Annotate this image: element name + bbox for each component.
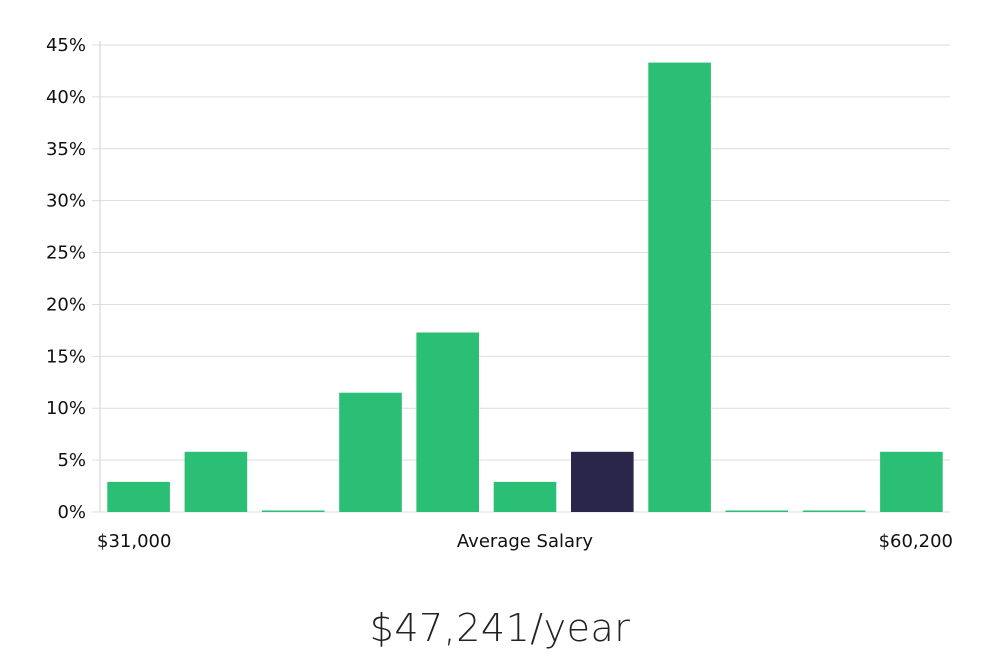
y-tick-label: 30% — [46, 191, 86, 212]
bar — [107, 481, 170, 512]
salary-distribution-chart: 0% 5% 10% 15% 20% 25% 30% 35% 40% 45% $31,000 Ave… — [46, 35, 953, 552]
bar — [880, 451, 943, 512]
bar — [184, 451, 248, 512]
y-tick-label: 15% — [46, 346, 86, 367]
y-tick-label: 40% — [46, 87, 86, 108]
bar — [648, 62, 711, 512]
y-tick-label: 35% — [46, 139, 86, 160]
x-axis-end-label: $60,200 — [879, 531, 953, 552]
y-tick-label: 0% — [57, 502, 86, 523]
bar-highlighted — [571, 451, 634, 512]
x-axis-title: Average Salary — [457, 531, 594, 552]
bar — [416, 332, 479, 512]
bar — [802, 510, 866, 512]
y-tick-label: 25% — [46, 243, 86, 264]
bar — [725, 510, 789, 512]
bars — [107, 62, 943, 512]
bar — [261, 510, 325, 512]
x-axis-start-label: $31,000 — [97, 531, 171, 552]
y-tick-label: 10% — [46, 398, 86, 419]
y-axis-ticks: 0% 5% 10% 15% 20% 25% 30% 35% 40% 45% — [46, 35, 86, 523]
average-salary-readout: $47,241/year — [369, 606, 631, 650]
y-tick-label: 45% — [46, 35, 86, 56]
grid-lines — [92, 41, 950, 513]
y-tick-label: 20% — [46, 294, 86, 315]
y-tick-label: 5% — [57, 450, 86, 471]
bar — [493, 481, 557, 512]
bar — [339, 392, 402, 512]
